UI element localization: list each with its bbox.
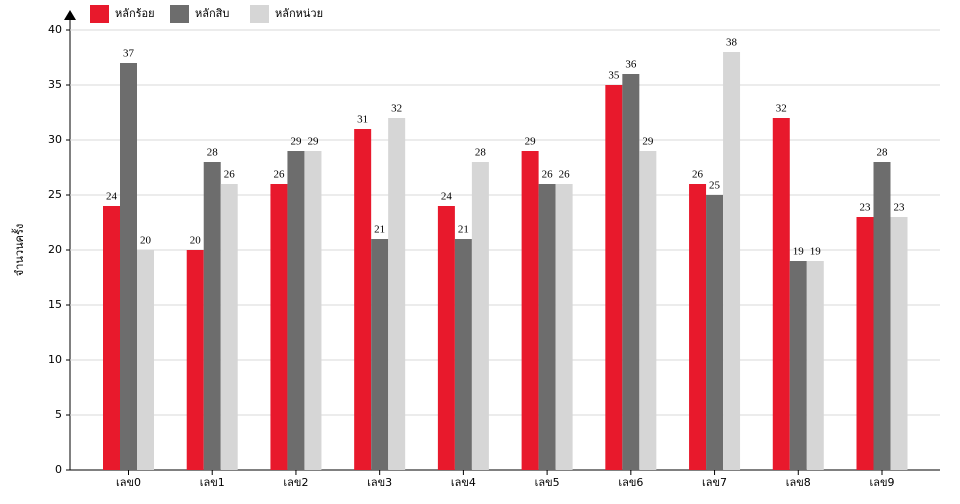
legend-swatch	[90, 5, 109, 23]
y-tick-label: 20	[48, 243, 62, 256]
bar	[304, 151, 322, 470]
bar	[622, 74, 640, 470]
bar	[723, 52, 741, 470]
bar	[103, 206, 120, 470]
value-label: 31	[357, 114, 368, 126]
y-tick-label: 35	[48, 78, 62, 91]
y-tick-label: 0	[55, 463, 62, 476]
value-label: 26	[224, 169, 236, 181]
value-label: 37	[123, 48, 135, 60]
bar	[354, 129, 372, 470]
value-label: 20	[140, 235, 152, 247]
bar	[471, 162, 489, 470]
bar	[806, 261, 824, 470]
value-label: 21	[374, 224, 385, 236]
value-label: 35	[608, 70, 620, 82]
y-tick-label: 15	[48, 298, 62, 311]
x-tick-label: เลข3	[367, 476, 392, 489]
value-label: 32	[391, 103, 402, 115]
y-axis-label: จำนวนครั้ง	[11, 224, 26, 276]
bar	[605, 85, 623, 470]
bar	[521, 151, 539, 470]
x-tick-label: เลข1	[200, 476, 225, 489]
bar	[538, 184, 556, 470]
bar	[639, 151, 657, 470]
x-tick-label: เลข7	[702, 476, 727, 489]
bar	[689, 184, 707, 470]
bar	[388, 118, 406, 470]
bar	[555, 184, 573, 470]
bar	[120, 63, 137, 470]
bar	[186, 250, 204, 470]
legend-swatch	[170, 5, 189, 23]
value-label: 26	[542, 169, 554, 181]
x-tick-label: เลข0	[116, 476, 141, 489]
value-label: 20	[190, 235, 202, 247]
value-label: 24	[441, 191, 453, 203]
y-axis-arrow	[64, 10, 76, 20]
value-label: 28	[207, 147, 219, 159]
value-label: 19	[793, 246, 805, 258]
bar	[270, 184, 288, 470]
value-label: 29	[525, 136, 537, 148]
value-label: 29	[642, 136, 654, 148]
value-label: 23	[894, 202, 906, 214]
bar	[437, 206, 455, 470]
legend-swatch	[250, 5, 269, 23]
value-label: 36	[625, 59, 637, 71]
bar	[873, 162, 891, 470]
value-label: 38	[726, 37, 738, 49]
value-label: 28	[475, 147, 487, 159]
value-label: 19	[810, 246, 822, 258]
x-tick-label: เลข5	[535, 476, 560, 489]
value-label: 26	[559, 169, 571, 181]
legend-label: หลักหน่วย	[275, 7, 323, 20]
bar	[890, 217, 908, 470]
y-tick-label: 5	[55, 408, 62, 421]
x-tick-label: เลข6	[618, 476, 643, 489]
x-tick-label: เลข2	[283, 476, 308, 489]
value-label: 32	[776, 103, 787, 115]
legend-label: หลักสิบ	[195, 7, 229, 20]
value-label: 23	[860, 202, 872, 214]
bar	[137, 250, 154, 470]
x-tick-label: เลข4	[451, 476, 476, 489]
value-label: 29	[290, 136, 302, 148]
legend-label: หลักร้อย	[115, 7, 155, 20]
bar	[856, 217, 874, 470]
y-tick-label: 10	[48, 353, 62, 366]
bar	[287, 151, 305, 470]
value-label: 24	[106, 191, 118, 203]
bar	[220, 184, 238, 470]
bar	[203, 162, 221, 470]
bar	[371, 239, 389, 470]
y-tick-label: 30	[48, 133, 62, 146]
y-tick-label: 40	[48, 23, 62, 36]
value-label: 26	[273, 169, 285, 181]
y-tick-label: 25	[48, 188, 62, 201]
bar	[454, 239, 472, 470]
value-label: 25	[709, 180, 721, 192]
value-label: 26	[692, 169, 704, 181]
bar	[772, 118, 790, 470]
value-label: 21	[458, 224, 469, 236]
value-label: 29	[307, 136, 319, 148]
x-tick-label: เลข9	[869, 476, 894, 489]
bar	[706, 195, 724, 470]
value-label: 28	[877, 147, 889, 159]
bar	[789, 261, 807, 470]
x-tick-label: เลข8	[786, 476, 811, 489]
